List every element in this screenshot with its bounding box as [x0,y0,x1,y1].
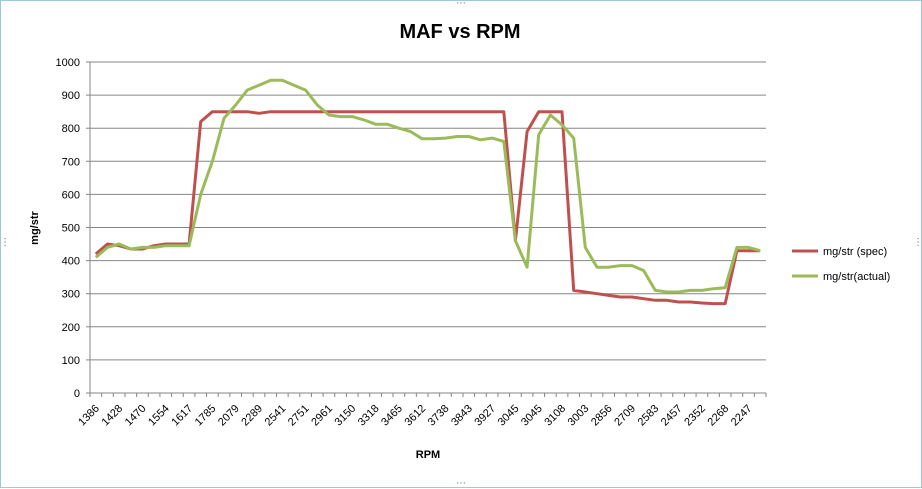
x-tick-label: 3843 [449,403,475,429]
y-tick-label: 300 [62,289,80,301]
series-line-1 [94,110,761,306]
y-tick-label: 400 [62,256,80,268]
x-tick-label: 1785 [193,403,219,429]
x-tick-label: 3003 [566,403,592,429]
x-tick-label: 3045 [519,403,545,429]
x-tick-label: 2079 [216,403,242,429]
series-line-2 [94,78,761,294]
x-tick-label: 2247 [729,403,755,429]
resize-handle-top[interactable]: ⋯ [456,0,466,9]
gridlines [86,61,766,394]
x-tick-label: 3045 [496,403,522,429]
resize-handle-left[interactable]: ⋯ [0,237,10,247]
y-axis-label: mg/str [29,210,41,244]
y-tick-label: 900 [62,90,80,102]
y-tick-label: 200 [62,322,80,334]
x-tick-label: 2856 [589,403,615,429]
resize-handle-right[interactable]: ⋯ [912,237,922,247]
x-tick-label: 2751 [286,403,312,429]
y-tick-labels: 0 100 200 300 400 500 600 700 800 900 1000 [56,57,80,400]
x-tick-label: 2583 [636,403,662,429]
y-tick-label: 500 [62,223,80,235]
x-tick-label: 1428 [99,403,125,429]
series-lines [94,78,761,306]
x-tick-label: 2268 [706,403,732,429]
x-tick-label: 2541 [263,403,289,429]
x-tick-label: 1470 [123,403,149,429]
legend-label-1: mg/str (spec) [823,246,887,258]
x-tick-label: 3318 [356,403,382,429]
x-axis-label: RPM [416,449,440,461]
x-tick-label: 3612 [402,403,428,429]
x-tick-label: 1554 [146,403,172,429]
y-tick-label: 600 [62,189,80,201]
x-tick-label: 3927 [472,403,498,429]
x-tick-labels: 1386142814701554161717852079228925412751… [76,403,754,429]
chart-title: MAF vs RPM [399,21,520,43]
legend-label-2: mg/str(actual) [823,271,890,283]
x-tick-label: 3108 [542,403,568,429]
x-tick-label: 2289 [239,403,265,429]
x-tick-label: 2457 [659,403,685,429]
axes [89,62,767,397]
x-tick-label: 3738 [426,403,452,429]
y-tick-label: 800 [62,123,80,135]
x-tick-label: 2352 [682,403,708,429]
x-tick-label: 2709 [612,403,638,429]
x-tick-label: 2961 [309,403,335,429]
resize-handle-bottom[interactable]: ⋯ [456,478,466,489]
x-tick-label: 3150 [333,403,359,429]
y-tick-label: 700 [62,156,80,168]
x-tick-label: 1617 [169,403,195,429]
legend: mg/str (spec) mg/str(actual) [792,246,890,283]
y-tick-label: 100 [62,355,80,367]
y-tick-label: 0 [74,388,80,400]
x-tick-label: 3465 [379,403,405,429]
x-tick-label: 1386 [76,403,102,429]
y-tick-label: 1000 [56,57,80,69]
